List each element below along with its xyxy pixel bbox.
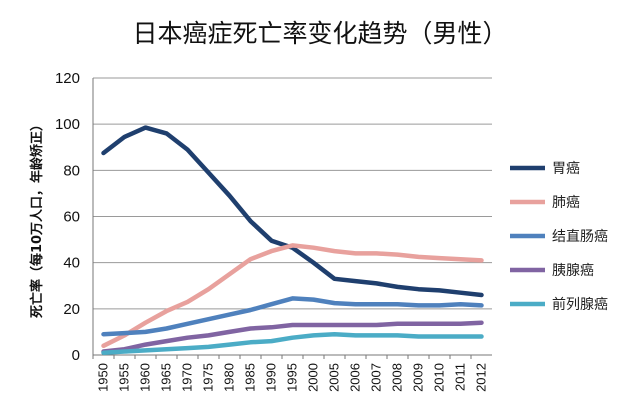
gridlines (93, 77, 492, 310)
x-tick-label: 2006 (348, 363, 363, 392)
legend-label: 胃癌 (552, 161, 580, 177)
x-tick-label: 2008 (390, 363, 405, 392)
y-tick-label: 40 (63, 255, 80, 272)
y-tick-label: 100 (55, 116, 80, 133)
x-tick-label: 2010 (432, 363, 447, 392)
x-tick-labels: 1950 1955 1960 1965 1970 1975 1980 1985 1990 1995… (96, 363, 489, 392)
x-tick-label: 2005 (327, 363, 342, 392)
x-tick-label: 1995 (285, 363, 300, 392)
x-tick-label: 1970 (180, 363, 195, 392)
legend-label: 肺癌 (552, 195, 580, 211)
series-lines (101, 125, 484, 355)
series-line (101, 243, 484, 349)
y-tick-label: 20 (63, 301, 80, 318)
y-tick-label: 0 (72, 347, 80, 364)
x-tick-label: 1965 (159, 363, 174, 392)
x-tick-label: 2007 (369, 363, 384, 392)
chart-title: 日本癌症死亡率变化趋势（男性） (132, 19, 507, 48)
y-tick-label: 80 (63, 162, 80, 179)
legend-label: 结直肠癌 (552, 228, 608, 245)
x-tick-label: 1955 (117, 363, 132, 392)
legend-label: 前列腺癌 (552, 296, 608, 313)
x-tick-label: 2011 (453, 363, 468, 391)
x-tick-label: 1985 (243, 363, 258, 392)
series-line (101, 320, 484, 354)
y-tick-label: 60 (63, 209, 80, 226)
x-tick-label: 2009 (411, 363, 426, 392)
series-line (101, 125, 484, 298)
series-line (101, 331, 484, 355)
axes (92, 78, 492, 359)
x-tick-label: 2000 (306, 363, 321, 392)
y-tick-label: 120 (55, 70, 80, 87)
x-tick-label: 1950 (96, 363, 111, 392)
y-axis-label: 死亡率（每10万人口，年龄矫正） (29, 118, 45, 318)
y-tick-labels: 0 20 40 60 80 100 120 (55, 70, 80, 364)
legend-label: 胰腺癌 (552, 263, 594, 279)
x-tick-label: 1990 (264, 363, 279, 392)
x-tick-label: 1960 (138, 363, 153, 392)
x-tick-label: 2012 (474, 363, 489, 392)
x-tick-label: 1980 (222, 363, 237, 392)
x-tick-label: 1975 (201, 363, 216, 392)
series-line (101, 296, 484, 337)
